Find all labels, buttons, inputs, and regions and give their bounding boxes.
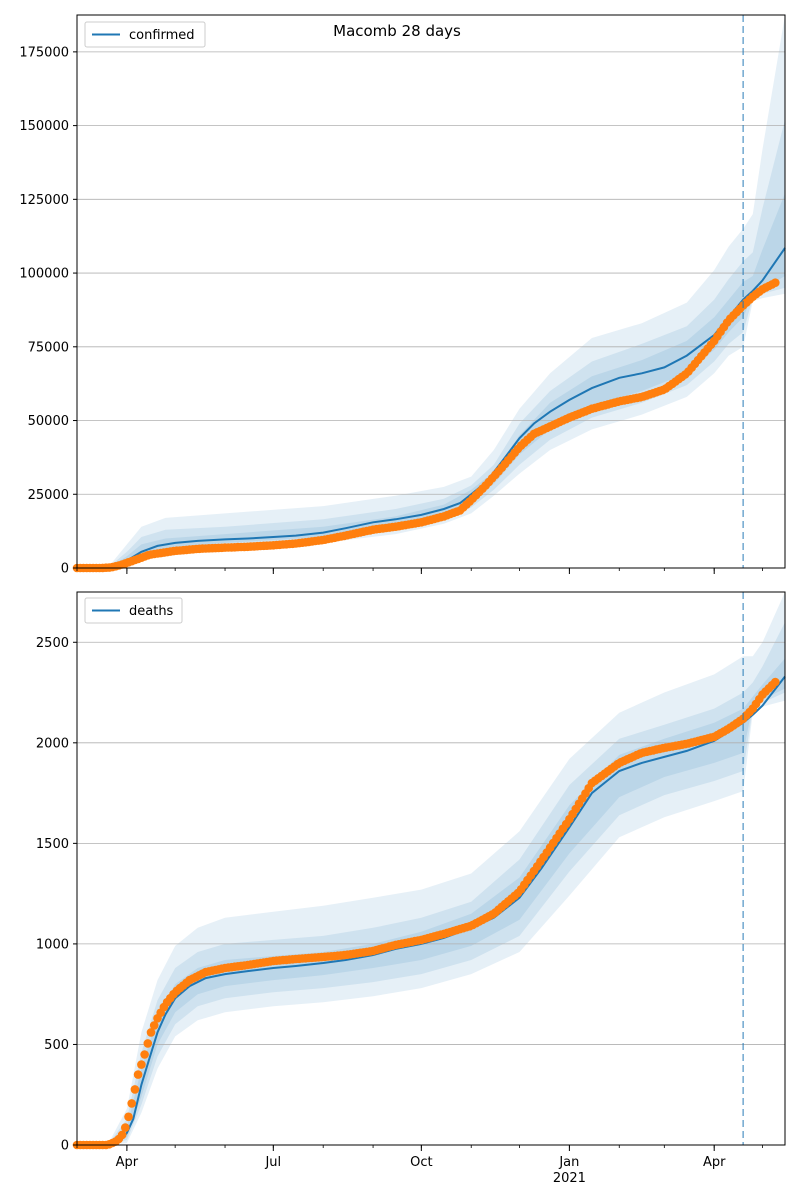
deaths-band-inner <box>107 658 786 1145</box>
deaths-ytick-label: 1000 <box>36 937 69 952</box>
deaths-ytick-label: 500 <box>44 1038 69 1053</box>
deaths-xtick-year-label: 2021 <box>553 1171 586 1186</box>
deaths-observed-point <box>771 677 780 687</box>
deaths-observed-point <box>149 1021 159 1030</box>
deaths-observed-point <box>133 1070 143 1079</box>
confirmed-axes-frame <box>76 14 786 569</box>
confirmed-observed-point <box>771 278 780 288</box>
deaths-xtick-label: Jan <box>558 1155 579 1170</box>
deaths-band-outer <box>107 592 786 1145</box>
confirmed-ytick-label: 0 <box>61 562 69 577</box>
deaths-legend-label: deaths <box>129 604 174 619</box>
deaths-ytick-label: 1500 <box>36 837 69 852</box>
confirmed-band-middle <box>107 119 786 568</box>
deaths-uncertainty-bands <box>107 592 786 1145</box>
confirmed-panel: 0 25000 50000 75000 100000 125000 150000 175000… <box>19 14 786 577</box>
confirmed-ytick-label: 100000 <box>19 267 69 282</box>
deaths-legend: deaths <box>84 597 183 624</box>
confirmed-axes: 0 25000 50000 75000 100000 125000 150000 175000 <box>19 14 786 577</box>
confirmed-ytick-label: 50000 <box>28 414 69 429</box>
deaths-observed-point <box>130 1085 140 1094</box>
deaths-observed-point <box>117 1130 127 1140</box>
deaths-observed-point <box>127 1099 136 1108</box>
deaths-xtick-label: Apr <box>703 1155 726 1170</box>
deaths-xtick-label: Apr <box>116 1155 139 1170</box>
confirmed-ytick-label: 25000 <box>28 488 69 503</box>
confirmed-ytick-label: 175000 <box>19 45 69 60</box>
deaths-ytick-label: 0 <box>61 1139 69 1154</box>
confirmed-ytick-label: 125000 <box>19 193 69 208</box>
deaths-observed-point <box>137 1060 146 1069</box>
confirmed-legend-label: confirmed <box>129 28 195 43</box>
deaths-observed-point <box>146 1028 156 1037</box>
deaths-xtick-label: Oct <box>410 1155 432 1170</box>
confirmed-band-inner <box>107 193 786 568</box>
confirmed-legend-box <box>84 21 206 48</box>
confirmed-model-series <box>77 247 786 569</box>
deaths-legend-box <box>84 597 183 624</box>
deaths-observed-point <box>140 1050 149 1059</box>
deaths-ytick-label: 2500 <box>36 636 69 651</box>
deaths-observed-point <box>121 1123 130 1132</box>
confirmed-ytick-label: 150000 <box>19 119 69 134</box>
confirmed-ytick-label: 75000 <box>28 340 69 355</box>
deaths-ytick-label: 2000 <box>36 736 69 751</box>
confirmed-uncertainty-bands <box>107 15 786 568</box>
confirmed-legend: confirmed <box>84 21 206 48</box>
figure-title: Macomb 28 days <box>333 22 461 40</box>
deaths-xtick-label: Jul <box>264 1155 281 1170</box>
deaths-observed-point <box>124 1112 133 1122</box>
confirmed-model-line <box>77 247 786 569</box>
deaths-observed-point <box>143 1039 153 1048</box>
deaths-band-middle <box>107 622 786 1145</box>
deaths-axes-frame <box>76 591 786 1146</box>
